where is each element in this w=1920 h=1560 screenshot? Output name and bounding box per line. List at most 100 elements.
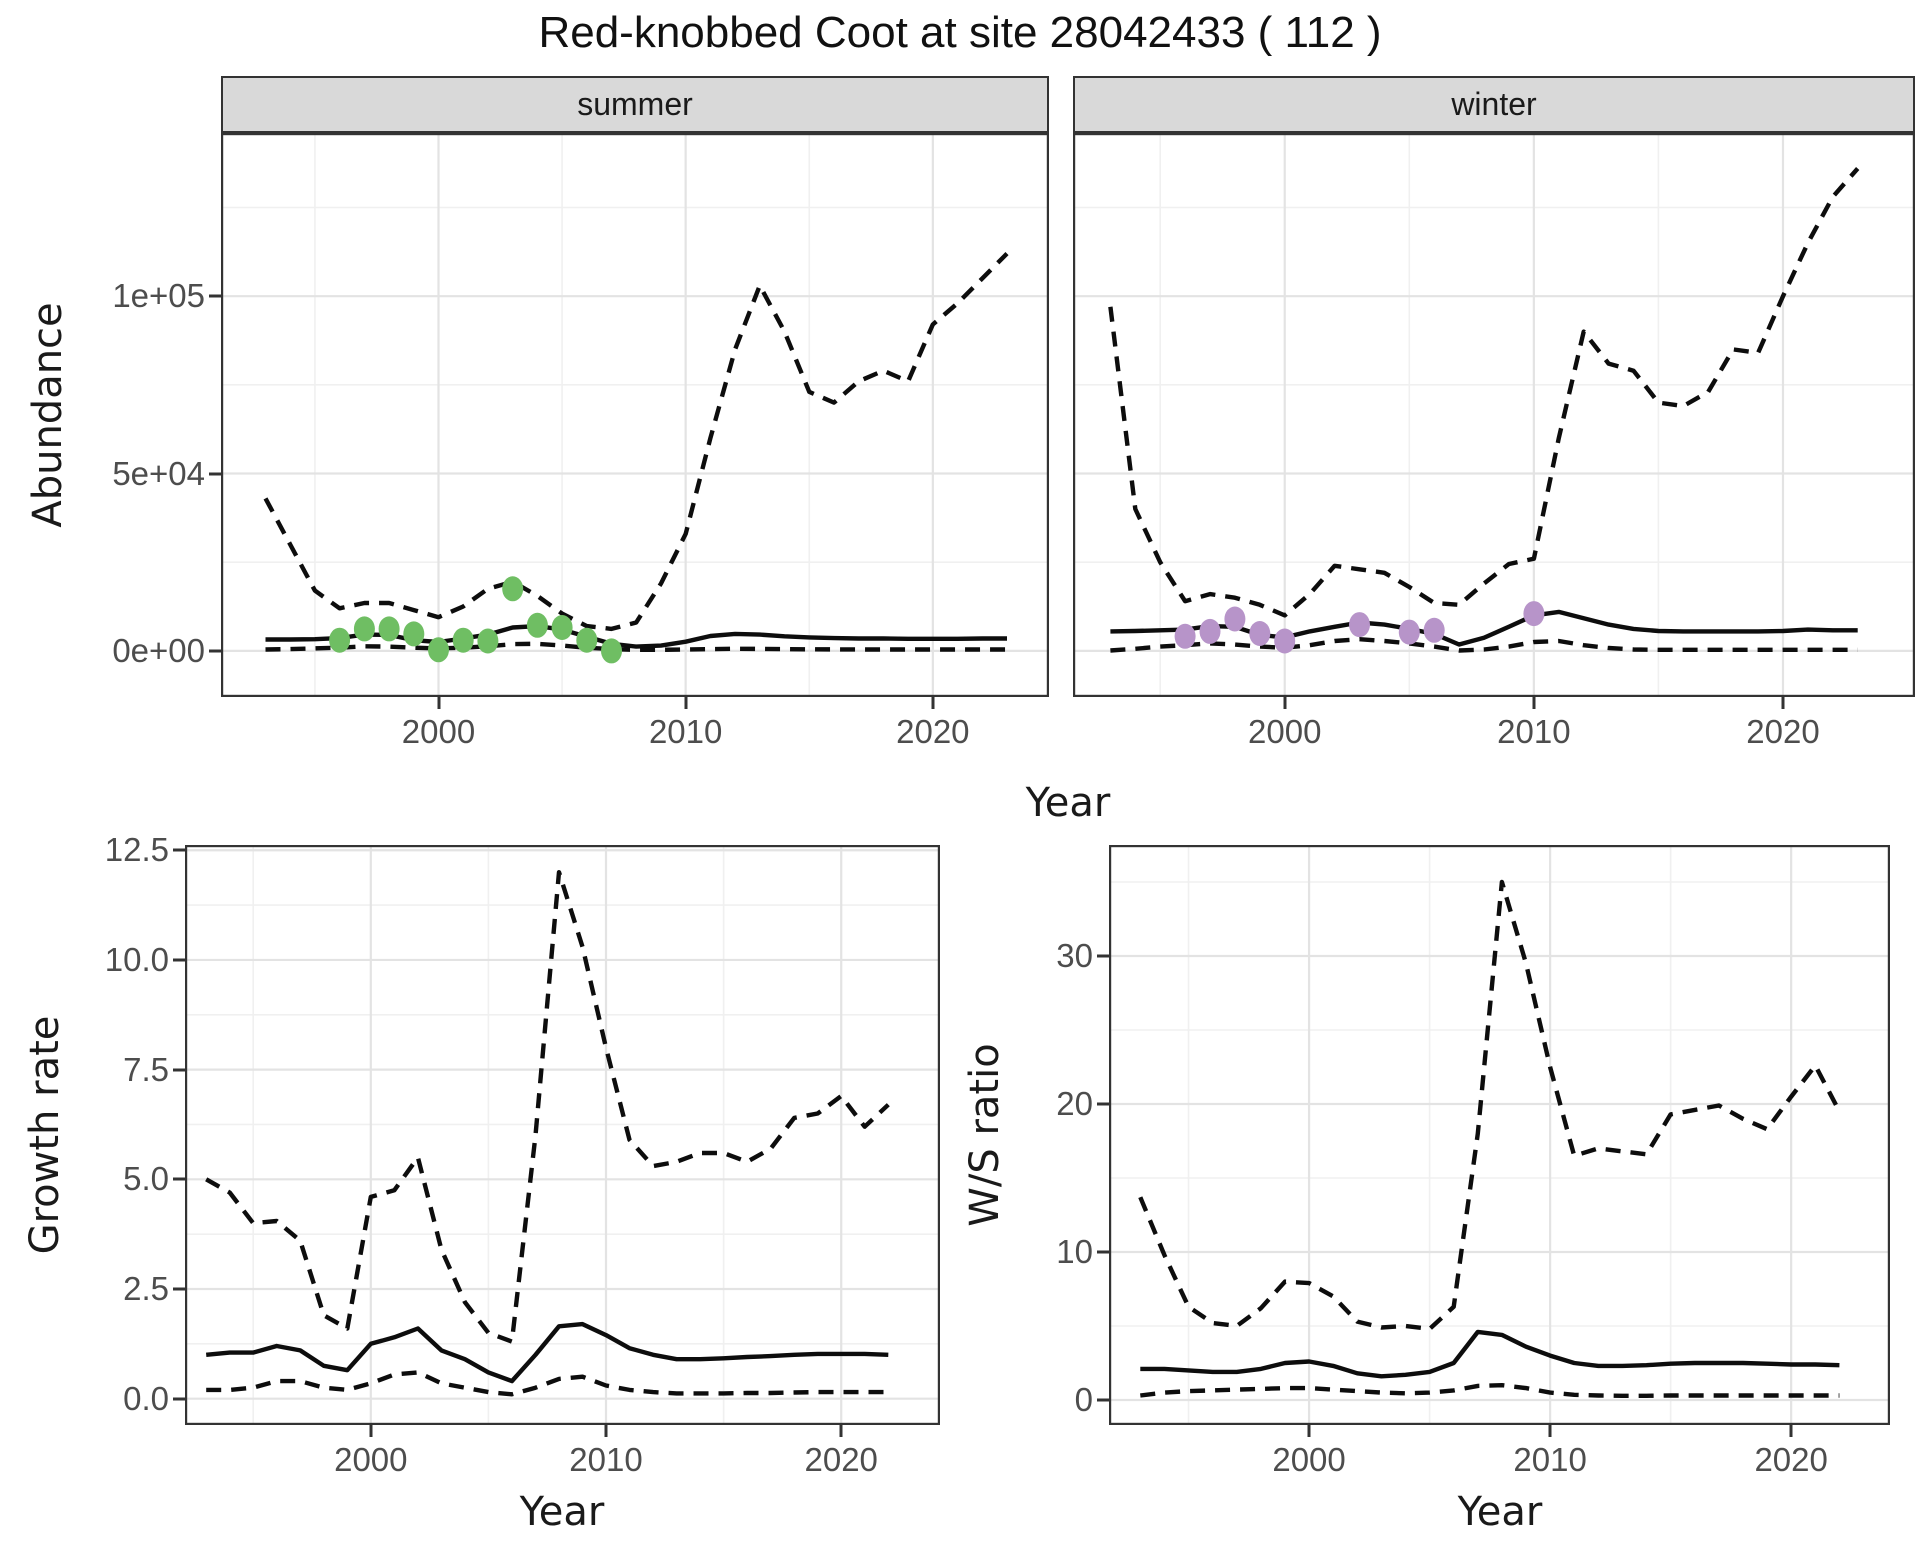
panel-growth_rate: 2000 2010 2020 0.0 2.5 5.0 7.5 10.0 12.5 [105, 831, 940, 1478]
series-median [265, 623, 1007, 649]
data-point-summer [502, 576, 524, 602]
data-point-summer [329, 627, 351, 653]
y-tick-label: 0e+00 [112, 631, 205, 669]
y-tick-mark [173, 958, 185, 962]
series-median [1110, 609, 1858, 647]
y-axis-title-growth-rate: Growth rate [22, 1015, 68, 1255]
panel-border [221, 133, 1049, 697]
data-point-summer [526, 612, 548, 638]
page-title: Red-knobbed Coot at site 28042433 ( 112 … [538, 8, 1382, 57]
x-tick-label: 2020 [896, 713, 970, 750]
series-lower_ci [206, 1370, 889, 1397]
plot-growth-rate-chart [185, 845, 940, 1425]
y-tick-label: 7.5 [123, 1050, 169, 1088]
y-tick-mark [173, 1397, 185, 1401]
x-tick-mark [1789, 1425, 1793, 1437]
facet-strip-summer: summer [221, 76, 1049, 133]
data-point-summer [576, 627, 598, 653]
data-point-winter [1174, 623, 1196, 649]
y-tick-label: 10 [1056, 1232, 1093, 1270]
y-tick-mark [1097, 1250, 1109, 1254]
panel-border [1109, 845, 1890, 1425]
y-tick-mark [209, 294, 221, 298]
y-tick-label: 5e+04 [112, 454, 205, 492]
x-tick-mark [604, 1425, 608, 1437]
data-point-winter [1523, 601, 1545, 627]
data-point-summer [403, 621, 425, 647]
plot-ws-ratio-chart [1109, 845, 1890, 1425]
y-tick-mark [1097, 954, 1109, 958]
y-tick-label: 5.0 [123, 1160, 169, 1198]
x-tick-label: 2010 [1513, 1441, 1587, 1478]
x-tick-label: 2020 [1746, 713, 1820, 750]
data-point-winter [1224, 606, 1246, 632]
x-tick-mark [369, 1425, 373, 1437]
y-tick-label: 0 [1074, 1380, 1093, 1418]
y-tick-mark [209, 472, 221, 476]
y-tick-mark [1097, 1102, 1109, 1106]
y-axis-title-abundance: Abundance [25, 302, 71, 528]
plot-abundance-summer-chart [221, 133, 1049, 697]
x-tick-mark [1532, 697, 1536, 709]
y-tick-label: 10.0 [104, 940, 169, 978]
data-point-summer [477, 628, 499, 654]
x-tick-mark [931, 697, 935, 709]
panel-abundance_winter: 2000 2010 2020 [1073, 133, 1915, 750]
data-point-summer [428, 637, 449, 663]
x-tick-mark [437, 697, 440, 709]
facet-strip-winter: winter [1073, 76, 1915, 133]
data-point-winter [1249, 621, 1271, 646]
y-tick-mark [173, 848, 185, 852]
series-lower_ci [1110, 637, 1858, 653]
data-point-winter [1199, 618, 1221, 644]
x-tick-mark [839, 1425, 843, 1437]
data-point-winter [1423, 617, 1445, 643]
y-tick-mark [1097, 1398, 1109, 1402]
series-median [1140, 1329, 1840, 1379]
x-axis-title-year-top: Year [1025, 780, 1111, 826]
panel-abundance_summer: 2000 2010 2020 0e+00 5e+04 1e+05 [112, 133, 1049, 750]
x-tick-label: 2010 [648, 713, 723, 750]
facet-strip-summer-label: summer [577, 86, 693, 122]
y-tick-mark [173, 1287, 185, 1291]
x-tick-label: 2020 [804, 1441, 878, 1478]
series-upper_ci [1108, 167, 1860, 618]
x-tick-mark [1548, 1425, 1552, 1437]
series-upper_ci [205, 870, 890, 1344]
data-point-summer [551, 615, 573, 640]
data-point-winter [1398, 619, 1420, 645]
series-upper_ci [263, 252, 1009, 632]
panel-border [185, 845, 940, 1425]
y-tick-label: 12.5 [104, 831, 169, 869]
y-tick-label: 0.0 [123, 1379, 169, 1417]
data-point-summer [378, 616, 400, 642]
y-tick-label: 1e+05 [112, 277, 205, 315]
data-point-summer [601, 638, 622, 664]
y-tick-label: 30 [1056, 936, 1093, 974]
x-tick-mark [1307, 1425, 1311, 1437]
x-axis-title-year-ws: Year [1457, 1489, 1543, 1535]
x-tick-label: 2000 [334, 1441, 408, 1478]
plot-abundance-winter-chart [1073, 133, 1915, 697]
data-point-winter [1274, 628, 1296, 654]
series-median [205, 1321, 889, 1384]
x-tick-label: 2000 [401, 713, 476, 750]
x-tick-mark [1781, 697, 1785, 709]
y-tick-label: 20 [1056, 1084, 1093, 1122]
panel-border [1073, 133, 1915, 697]
x-tick-mark [1283, 697, 1287, 709]
y-axis-title-ws-ratio: W/S ratio [962, 1043, 1008, 1227]
panel-ws_ratio: 2000 2010 2020 0 10 20 30 [1056, 845, 1890, 1478]
y-tick-mark [173, 1177, 185, 1181]
x-tick-label: 2020 [1754, 1441, 1828, 1478]
series-upper_ci [1138, 879, 1842, 1332]
data-point-summer [353, 616, 375, 642]
series-lower_ci [1140, 1383, 1840, 1398]
data-point-summer [452, 627, 474, 653]
y-tick-mark [209, 649, 221, 653]
facet-strip-winter-label: winter [1451, 86, 1537, 122]
x-axis-title-year-growth: Year [519, 1489, 605, 1535]
y-tick-mark [173, 1068, 185, 1072]
x-tick-mark [684, 697, 688, 709]
